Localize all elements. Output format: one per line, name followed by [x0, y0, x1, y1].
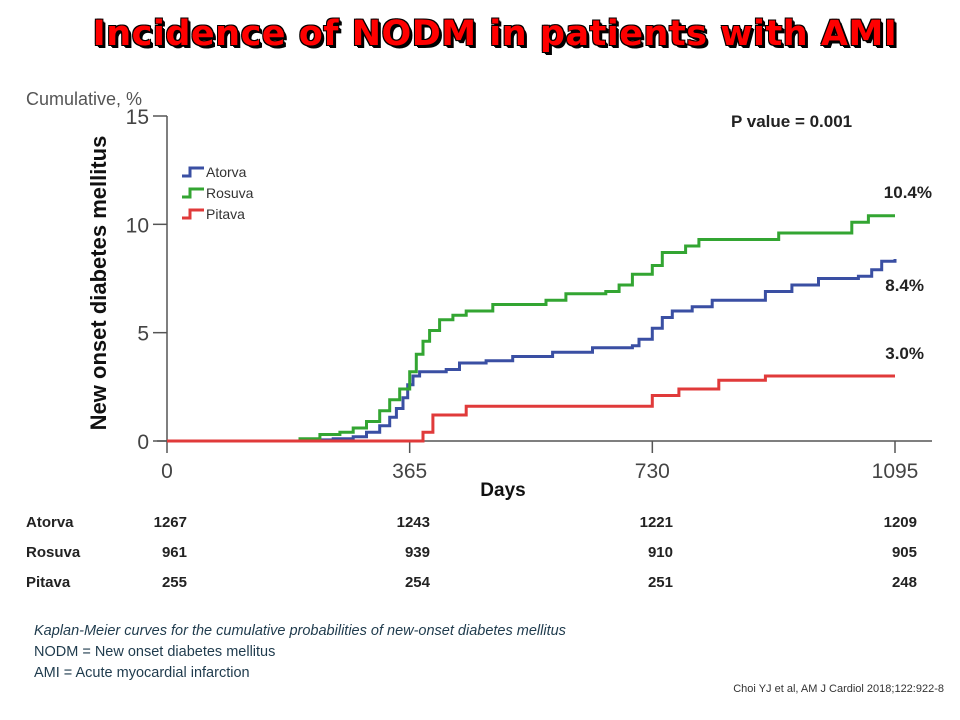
y-tick-label: 15	[126, 106, 149, 129]
x-tick-label: 730	[635, 460, 670, 483]
y-tick-label: 10	[126, 214, 149, 237]
legend-label-atorva: Atorva	[206, 164, 247, 180]
legend-label-rosuva: Rosuva	[206, 185, 254, 201]
legend-swatch-pitava	[182, 208, 204, 220]
end-label-pitava: 3.0%	[885, 344, 924, 363]
series-line-rosuva	[167, 214, 895, 443]
chart-labels: 8.4% 10.4% 3.0% P value = 0.001	[731, 112, 932, 363]
citation: Choi YJ et al, AM J Cardiol 2018;122:922…	[733, 683, 944, 695]
end-label-rosuva: 10.4%	[884, 183, 932, 202]
series-line-pitava	[167, 374, 895, 443]
slide-title: Incidence of NODM in patients with AMI	[92, 14, 898, 54]
chart-axes: 0 5 10 15 0 365 730 1095 Cumulative, % New onset …	[26, 89, 932, 501]
x-tick-label: 365	[392, 460, 427, 483]
caption: Kaplan-Meier curves for the cumulative p…	[34, 621, 566, 684]
end-label-atorva: 8.4%	[885, 276, 924, 295]
caption-line-2: NODM = New onset diabetes mellitus	[34, 644, 276, 660]
y-tick-label: 0	[137, 431, 149, 454]
y-axis-title: New onset diabetes mellitus	[86, 136, 111, 431]
chart-series	[167, 214, 897, 443]
km-chart: 0 5 10 15 0 365 730 1095 Cumulative, % New onset …	[26, 89, 932, 501]
chart-legend: Atorva Rosuva Pitava	[182, 164, 254, 222]
x-tick-label: 0	[161, 460, 173, 483]
caption-line-1: Kaplan-Meier curves for the cumulative p…	[34, 623, 566, 639]
x-axis-title: Days	[480, 480, 525, 501]
legend-label-pitava: Pitava	[206, 206, 245, 222]
series-line-atorva	[167, 259, 897, 443]
caption-line-3: AMI = Acute myocardial infarction	[34, 665, 250, 681]
legend-swatch-rosuva	[182, 187, 204, 199]
y-axis-unit-label: Cumulative, %	[26, 89, 142, 109]
p-value-annotation: P value = 0.001	[731, 112, 852, 131]
legend-swatch-atorva	[182, 166, 204, 178]
y-tick-label: 5	[137, 323, 149, 346]
x-tick-label: 1095	[872, 460, 919, 483]
